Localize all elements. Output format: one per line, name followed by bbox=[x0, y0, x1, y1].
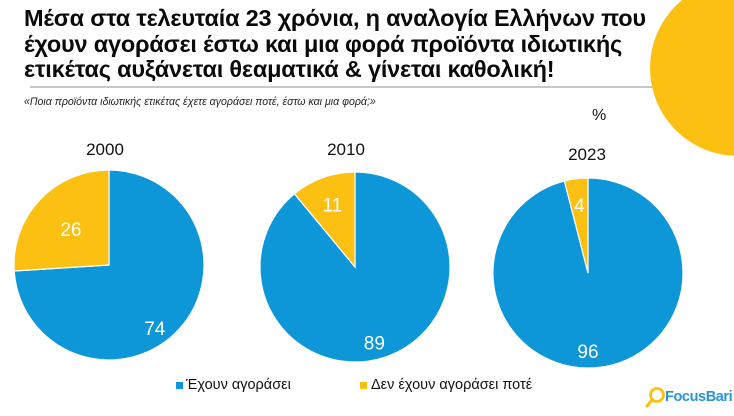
slice-value-label: 96 bbox=[577, 342, 598, 363]
survey-question: «Ποια προϊόντα ιδιωτικής ετικέτας έχετε … bbox=[24, 96, 376, 108]
legend-item-purchased: Έχουν αγοράσει bbox=[176, 377, 360, 393]
pie-title: 2000 bbox=[86, 140, 124, 159]
slice-value-label: 4 bbox=[574, 196, 585, 217]
legend-item-never-purchased: Δεν έχουν αγοράσει ποτέ bbox=[360, 377, 532, 393]
slice-value-label: 74 bbox=[144, 319, 166, 340]
legend-swatch-blue bbox=[176, 381, 183, 389]
title-divider bbox=[30, 86, 652, 88]
pie-slice-never-purchased bbox=[563, 177, 589, 274]
legend-label: Έχουν αγοράσει bbox=[186, 377, 291, 393]
focusbari-logo: FocusBari bbox=[645, 386, 733, 408]
pie-slice-never-purchased bbox=[13, 169, 110, 272]
magnifier-icon bbox=[645, 387, 665, 408]
logo-text: FocusBari bbox=[665, 389, 733, 405]
legend-swatch-yellow bbox=[360, 381, 367, 389]
legend: Έχουν αγοράσει Δεν έχουν αγοράσει ποτέ bbox=[176, 377, 532, 393]
legend-label: Δεν έχουν αγοράσει ποτέ bbox=[371, 377, 533, 393]
pie-title: 2023 bbox=[568, 145, 606, 164]
page-title: Μέσα στα τελευταία 23 χρόνια, η αναλογία… bbox=[24, 5, 646, 82]
unit-label: % bbox=[592, 107, 607, 124]
slice-value-label: 89 bbox=[364, 333, 385, 354]
pie-title: 2010 bbox=[327, 140, 365, 159]
slice-value-label: 26 bbox=[60, 220, 81, 241]
pie-slice-never-purchased bbox=[293, 171, 356, 269]
slice-value-label: 11 bbox=[323, 195, 343, 216]
